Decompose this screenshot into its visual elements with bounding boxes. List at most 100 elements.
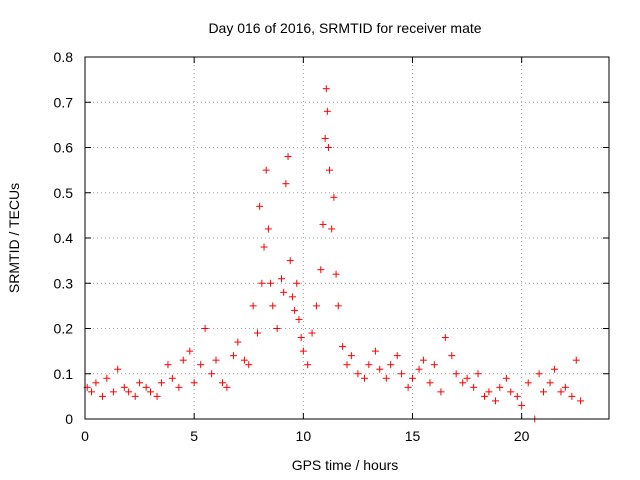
data-point [147, 388, 154, 396]
data-point [415, 365, 423, 373]
data-point [524, 379, 532, 387]
data-point [212, 356, 220, 364]
data-point [179, 356, 187, 364]
y-tick-label: 0.2 [54, 321, 74, 337]
data-point [125, 388, 133, 396]
data-point [343, 361, 351, 369]
data-point [568, 392, 576, 400]
data-point [371, 347, 379, 355]
data-point [513, 392, 521, 400]
data-point [426, 379, 434, 387]
data-point [269, 302, 277, 310]
data-point [474, 370, 482, 378]
data-point [354, 370, 362, 378]
data-point [441, 334, 449, 342]
data-point [197, 361, 205, 369]
data-point [572, 356, 580, 364]
data-point [485, 388, 493, 396]
data-point [382, 374, 390, 382]
x-axis-label: GPS time / hours [292, 457, 399, 473]
data-point [88, 388, 96, 396]
data-point [103, 374, 111, 382]
data-point [201, 325, 209, 332]
data-point [190, 379, 198, 387]
data-point [387, 361, 395, 369]
data-point [262, 166, 270, 174]
data-point [240, 356, 248, 364]
x-tick-label: 0 [81, 428, 89, 444]
data-point [323, 107, 331, 115]
data-point [365, 361, 373, 369]
data-point [561, 383, 569, 391]
data-point [334, 302, 342, 310]
data-point [258, 279, 266, 287]
data-point [507, 388, 515, 396]
data-point [481, 392, 489, 400]
data-point [164, 361, 172, 369]
data-point [502, 374, 510, 382]
data-point [229, 352, 237, 360]
data-point [136, 379, 144, 387]
y-tick-label: 0.4 [54, 230, 74, 246]
y-tick-label: 0.7 [54, 94, 74, 110]
y-tick-label: 0.3 [54, 275, 74, 291]
x-tick-label: 15 [405, 428, 421, 444]
data-point [278, 275, 285, 283]
data-point [92, 379, 100, 387]
axis-ticks [84, 56, 609, 420]
x-tick-labels: 0 5 10 15 20 [81, 428, 530, 444]
data-point [153, 392, 161, 400]
data-point [186, 347, 194, 355]
data-point [308, 329, 316, 337]
data-point [540, 388, 547, 396]
data-point [297, 334, 305, 342]
data-point [98, 392, 106, 400]
data-point [491, 397, 499, 405]
data-point [463, 374, 471, 382]
data-point [299, 347, 307, 355]
data-point [157, 379, 165, 387]
data-point [577, 397, 585, 405]
data-point [409, 374, 416, 382]
data-point [168, 374, 176, 382]
data-point [264, 225, 272, 233]
x-tick-label: 10 [296, 428, 312, 444]
data-point [452, 370, 460, 378]
data-point [326, 166, 334, 174]
data-point [496, 383, 504, 391]
data-point [219, 379, 227, 387]
data-point [398, 370, 406, 378]
data-point [328, 225, 336, 233]
data-point [546, 379, 554, 387]
data-point [286, 257, 294, 265]
data-point [448, 352, 456, 360]
data-point [253, 329, 261, 337]
data-point [273, 325, 281, 332]
data-points [83, 85, 585, 423]
x-tick-label: 5 [190, 428, 198, 444]
data-point [419, 356, 427, 364]
data-point [470, 383, 478, 391]
x-tick-label: 20 [514, 428, 530, 444]
data-point [131, 392, 139, 400]
data-point [260, 243, 268, 251]
data-point [223, 383, 231, 391]
data-point [284, 153, 292, 161]
chart-title: Day 016 of 2016, SRMTID for receiver mat… [208, 20, 481, 36]
data-point [518, 401, 526, 409]
data-point [459, 379, 467, 387]
data-point [114, 365, 122, 373]
data-point [557, 388, 565, 396]
data-point [393, 352, 401, 360]
data-point [322, 85, 330, 93]
data-point [291, 306, 299, 314]
data-point [319, 220, 327, 228]
data-point [360, 374, 368, 382]
data-point [324, 144, 332, 151]
data-point [280, 288, 288, 296]
data-point [304, 361, 312, 369]
data-point [330, 193, 338, 201]
data-point [550, 365, 558, 373]
data-point [208, 370, 216, 378]
